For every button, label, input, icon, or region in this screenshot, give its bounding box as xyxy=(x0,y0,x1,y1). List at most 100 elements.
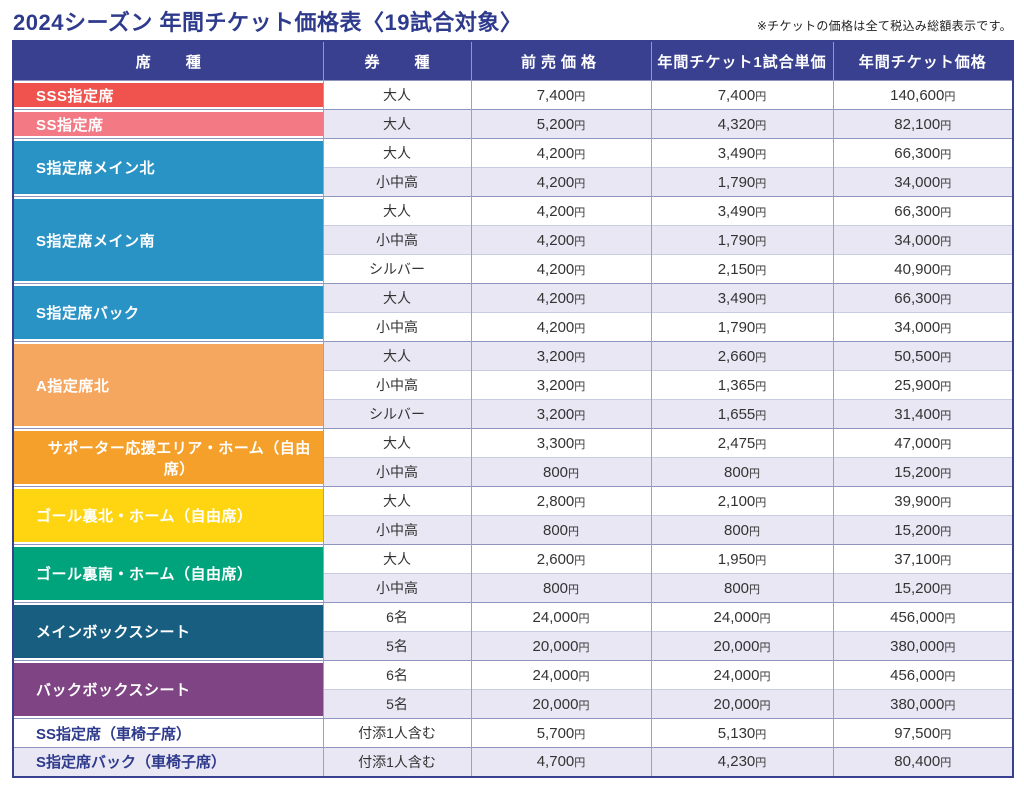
table-row: サポーター応援エリア・ホーム（自由席） 大人 3,300円 2,475円 47,000円 xyxy=(12,428,1013,487)
table-row: ゴール裏北・ホーム（自由席） 大人 2,800円 2,100円 39,900円 xyxy=(12,486,1013,545)
price-value: 2,100円 xyxy=(650,486,833,516)
price-value: 800円 xyxy=(650,457,833,487)
seat-category-band: S指定席メイン北 xyxy=(14,141,323,194)
price-value: 20,000円 xyxy=(470,631,651,661)
price-value: 2,660円 xyxy=(650,341,833,371)
price-value: 34,000円 xyxy=(832,225,1013,255)
price-value: 4,200円 xyxy=(470,196,651,226)
price-value: 800円 xyxy=(650,515,833,545)
page-title: 2024シーズン 年間チケット価格表〈19試合対象〉 xyxy=(13,10,523,35)
price-value: 3,300円 xyxy=(470,428,651,458)
price-value: 20,000円 xyxy=(650,631,833,661)
table-row: A指定席北 大人 3,200円 2,660円 50,500円 xyxy=(12,341,1013,429)
seat-category-label: SS指定席 xyxy=(36,116,104,134)
price-value: 4,200円 xyxy=(470,283,651,313)
seat-category-cell: ゴール裏北・ホーム（自由席） xyxy=(12,486,323,545)
seat-category-band: S指定席メイン南 xyxy=(14,199,323,281)
price-value: 66,300円 xyxy=(832,283,1013,313)
price-value: 1,365円 xyxy=(650,370,833,400)
ticket-type-cell: 大人 xyxy=(322,428,471,458)
seat-category-cell: ゴール裏南・ホーム（自由席） xyxy=(12,544,323,603)
price-value: 3,200円 xyxy=(470,399,651,429)
price-value: 1,655円 xyxy=(650,399,833,429)
seat-category-cell: SS指定席（車椅子席） xyxy=(12,718,323,748)
seat-category-label: バックボックスシート xyxy=(36,682,191,699)
price-value: 4,200円 xyxy=(470,312,651,342)
price-value: 47,000円 xyxy=(832,428,1013,458)
price-value: 2,150円 xyxy=(650,254,833,284)
price-value: 380,000円 xyxy=(832,689,1013,719)
ticket-type-cell: 大人 xyxy=(322,196,471,226)
seat-category-label: SSS指定席 xyxy=(36,87,115,105)
price-value: 37,100円 xyxy=(832,544,1013,574)
price-value: 2,600円 xyxy=(470,544,651,574)
ticket-type-cell: 小中高 xyxy=(322,515,471,545)
price-value: 4,230円 xyxy=(650,747,833,777)
seat-category-band: ゴール裏北・ホーム（自由席） xyxy=(14,489,323,542)
price-value: 140,600円 xyxy=(832,80,1013,110)
seat-category-band: ゴール裏南・ホーム（自由席） xyxy=(14,547,323,600)
ticket-type-cell: 小中高 xyxy=(322,167,471,197)
table-body: SSS指定席 大人 7,400円 7,400円 140,600円 SS指定席 大人 5,200… xyxy=(12,80,1013,777)
ticket-type-cell: 5名 xyxy=(322,689,471,719)
price-value: 15,200円 xyxy=(832,515,1013,545)
ticket-type-cell: 大人 xyxy=(322,544,471,574)
price-value: 380,000円 xyxy=(832,631,1013,661)
table-header: 席 種券 種前売価格 年間チケット1試合単価 年間チケット価格 xyxy=(13,41,1013,81)
seat-category-label: A指定席北 xyxy=(36,377,110,395)
ticket-type-cell: 大人 xyxy=(322,341,471,371)
table-row: 小中高 4,200円 1,790円 34,000円 xyxy=(13,312,1013,342)
ticket-type-cell: 小中高 xyxy=(322,457,471,487)
price-value: 800円 xyxy=(650,573,833,603)
price-value: 4,320円 xyxy=(650,109,833,139)
ticket-type-cell: 6名 xyxy=(322,660,471,690)
price-value: 20,000円 xyxy=(650,689,833,719)
table-row: 小中高 800円 800円 15,200円 xyxy=(13,515,1013,545)
price-value: 4,200円 xyxy=(470,225,651,255)
seat-category-cell: S指定席バック（車椅子席） xyxy=(12,747,323,777)
price-value: 5,700円 xyxy=(470,718,651,748)
table-row: バックボックスシート 6名 24,000円 24,000円 456,000円 xyxy=(12,660,1013,719)
column-header: 券 種 xyxy=(322,41,471,81)
table-row: 小中高 4,200円 1,790円 34,000円 xyxy=(13,225,1013,255)
table-row: シルバー 3,200円 1,655円 31,400円 xyxy=(13,399,1013,429)
ticket-type-cell: 小中高 xyxy=(322,225,471,255)
price-value: 2,475円 xyxy=(650,428,833,458)
header-row: 席 種券 種前売価格 年間チケット1試合単価 年間チケット価格 xyxy=(13,41,1013,81)
price-value: 800円 xyxy=(470,573,651,603)
seat-category-label: S指定席メイン北 xyxy=(36,160,156,177)
seat-category-label: メインボックスシート xyxy=(36,624,191,641)
seat-category-cell: メインボックスシート xyxy=(12,602,323,661)
column-header: 年間チケット1試合単価 xyxy=(650,41,833,81)
seat-category-cell: SSS指定席 xyxy=(12,80,323,110)
ticket-type-cell: 6名 xyxy=(322,602,471,632)
table-row: S指定席メイン北 大人 4,200円 3,490円 66,300円 xyxy=(12,138,1013,197)
column-header: 年間チケット価格 xyxy=(832,41,1013,81)
price-value: 24,000円 xyxy=(650,602,833,632)
seat-category-band: メインボックスシート xyxy=(14,605,323,658)
price-value: 1,950円 xyxy=(650,544,833,574)
table-row: S指定席バック 大人 4,200円 3,490円 66,300円 xyxy=(12,283,1013,342)
seat-category-band: バックボックスシート xyxy=(14,663,323,716)
seat-category-cell: SS指定席 xyxy=(12,109,323,139)
seat-category-band: A指定席北 xyxy=(14,344,323,426)
price-value: 24,000円 xyxy=(470,660,651,690)
price-value: 4,200円 xyxy=(470,138,651,168)
tax-note: ※チケットの価格は全て税込み総額表示です。 xyxy=(756,19,1012,33)
seat-category-band: SS指定席 xyxy=(14,112,323,136)
price-value: 97,500円 xyxy=(832,718,1013,748)
price-value: 1,790円 xyxy=(650,167,833,197)
price-value: 4,200円 xyxy=(470,254,651,284)
ticket-type-cell: 小中高 xyxy=(322,573,471,603)
price-value: 82,100円 xyxy=(832,109,1013,139)
table-row: S指定席バック（車椅子席） 付添1人含む 4,700円 4,230円 80,400円 xyxy=(12,747,1013,777)
column-header: 席 種 xyxy=(13,41,323,81)
price-value: 5,130円 xyxy=(650,718,833,748)
price-value: 7,400円 xyxy=(470,80,651,110)
column-header: 前売価格 xyxy=(470,41,651,81)
price-value: 20,000円 xyxy=(470,689,651,719)
price-value: 800円 xyxy=(470,457,651,487)
ticket-type-cell: 大人 xyxy=(322,80,471,110)
seat-category-cell: S指定席メイン北 xyxy=(12,138,323,197)
seat-category-label: ゴール裏北・ホーム（自由席） xyxy=(36,508,253,525)
